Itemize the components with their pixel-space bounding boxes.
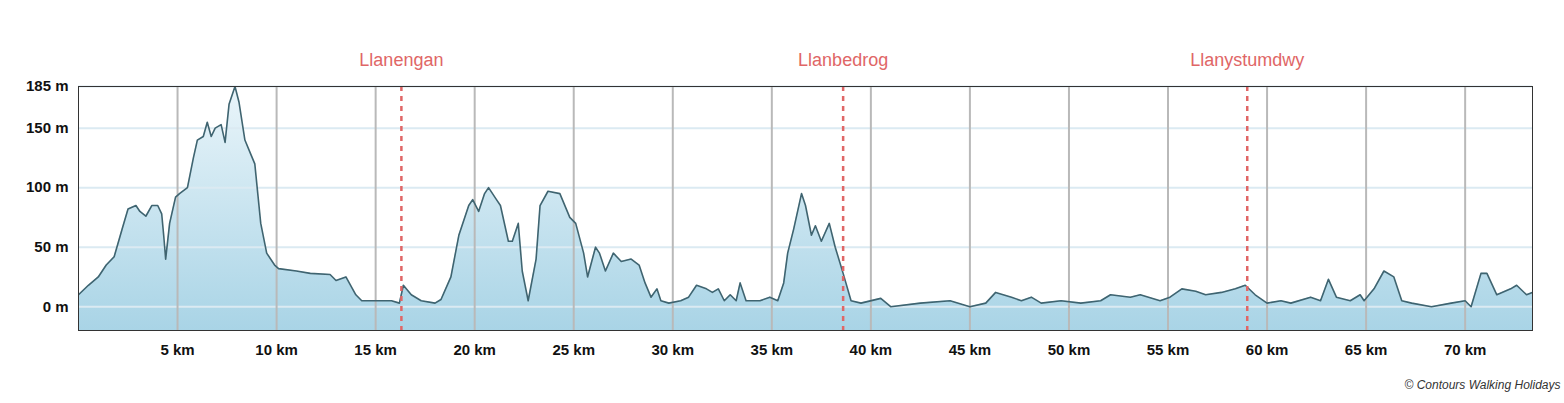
svg-text:70 km: 70 km bbox=[1444, 341, 1487, 358]
svg-text:35 km: 35 km bbox=[751, 341, 794, 358]
svg-text:0 m: 0 m bbox=[43, 297, 69, 314]
svg-text:50 m: 50 m bbox=[34, 238, 68, 255]
svg-text:60 km: 60 km bbox=[1246, 341, 1289, 358]
svg-text:55 km: 55 km bbox=[1147, 341, 1190, 358]
svg-text:65 km: 65 km bbox=[1345, 341, 1388, 358]
svg-text:Llanengan: Llanengan bbox=[359, 50, 443, 70]
svg-text:Llanystumdwy: Llanystumdwy bbox=[1190, 50, 1304, 70]
svg-text:30 km: 30 km bbox=[652, 341, 695, 358]
svg-text:© Contours Walking Holidays: © Contours Walking Holidays bbox=[1404, 378, 1560, 392]
svg-text:185 m: 185 m bbox=[26, 77, 69, 94]
svg-text:40 km: 40 km bbox=[850, 341, 893, 358]
svg-text:10 km: 10 km bbox=[255, 341, 298, 358]
svg-text:100 m: 100 m bbox=[26, 178, 69, 195]
svg-text:50 km: 50 km bbox=[1048, 341, 1091, 358]
svg-text:150 m: 150 m bbox=[26, 119, 69, 136]
svg-text:20 km: 20 km bbox=[453, 341, 496, 358]
svg-text:Llanbedrog: Llanbedrog bbox=[798, 50, 888, 70]
svg-text:5 km: 5 km bbox=[160, 341, 194, 358]
svg-text:15 km: 15 km bbox=[354, 341, 397, 358]
svg-text:25 km: 25 km bbox=[552, 341, 595, 358]
svg-text:45 km: 45 km bbox=[949, 341, 992, 358]
